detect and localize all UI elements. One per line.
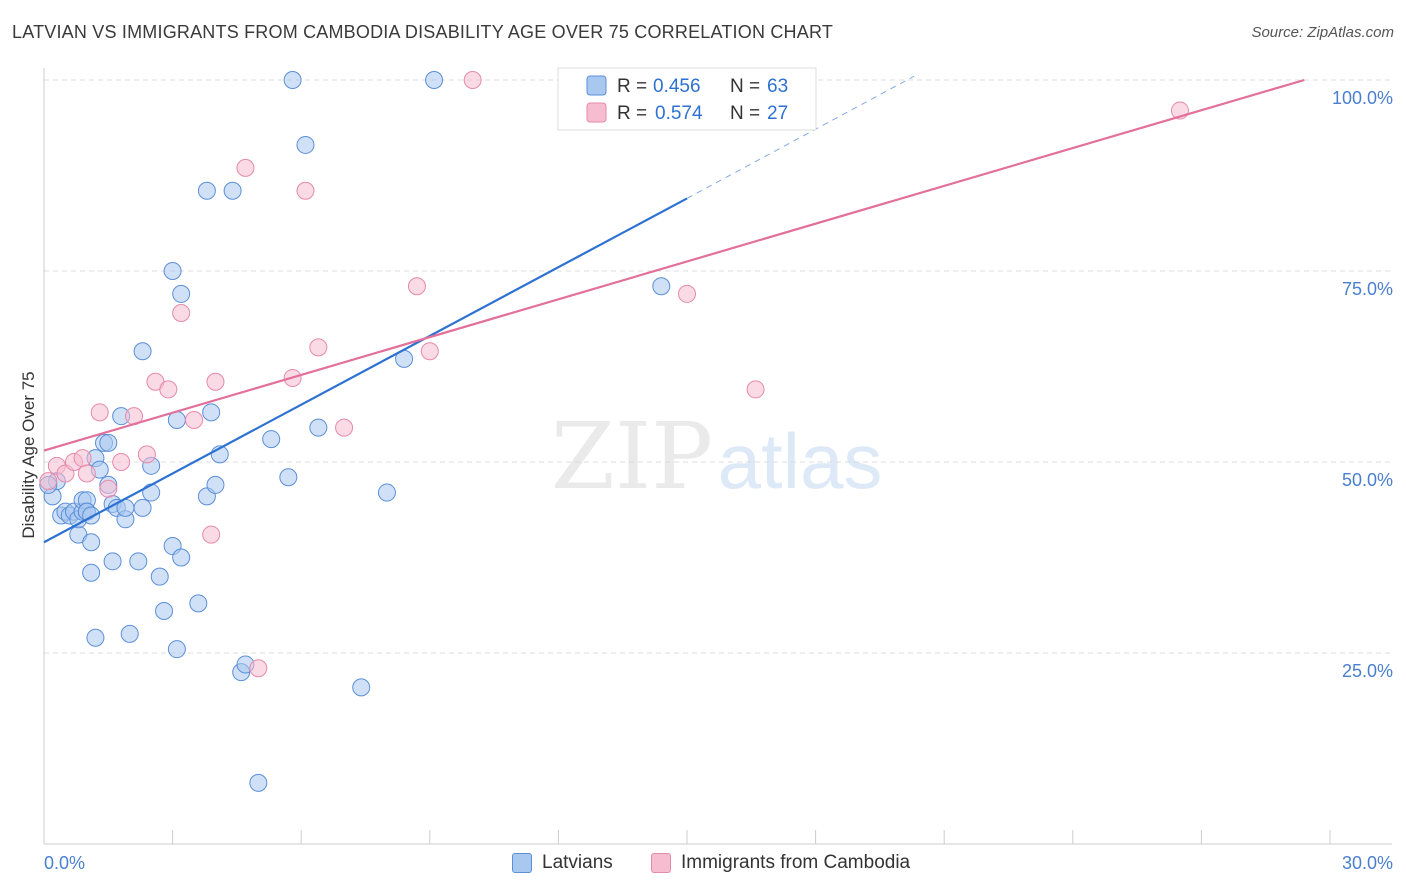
legend-swatch-blue xyxy=(586,75,607,96)
legend-n-value-2: 27 xyxy=(767,103,788,124)
x-tick-label: 30.0% xyxy=(1342,853,1393,873)
legend-label-cambodia: Immigrants from Cambodia xyxy=(681,852,911,873)
x-tick-label: 0.0% xyxy=(44,853,85,873)
legend-top: R = 0.456 N = 63 R = 0.574 N = 27 xyxy=(557,67,817,131)
axes xyxy=(43,68,1392,845)
data-point-cambodia xyxy=(77,464,96,483)
legend-swatch-cambodia xyxy=(651,853,671,873)
data-point-cambodia xyxy=(185,410,204,429)
data-point-latvians xyxy=(279,468,298,487)
data-point-cambodia xyxy=(137,445,156,464)
series-latvians xyxy=(39,71,671,792)
data-point-cambodia xyxy=(73,449,92,468)
data-point-cambodia xyxy=(463,71,482,89)
data-point-cambodia xyxy=(335,418,354,437)
data-point-latvians xyxy=(652,277,671,296)
data-point-latvians xyxy=(167,640,186,659)
source-label: Source: ZipAtlas.com xyxy=(1251,24,1394,41)
data-point-cambodia xyxy=(746,380,765,399)
data-point-cambodia xyxy=(309,338,328,357)
data-point-cambodia xyxy=(249,659,268,678)
data-point-latvians xyxy=(172,284,191,303)
data-point-latvians xyxy=(133,342,152,361)
legend-label-latvians: Latvians xyxy=(542,852,613,873)
x-tick-labels: 0.0% 30.0% xyxy=(44,853,1393,873)
data-point-latvians xyxy=(99,433,118,452)
data-point-cambodia xyxy=(202,525,221,544)
y-tick-label: 100.0% xyxy=(1332,88,1393,108)
data-point-latvians xyxy=(377,483,396,502)
series-cambodia xyxy=(39,71,1189,678)
data-point-latvians xyxy=(296,135,315,154)
trend-line-latvians-extension xyxy=(686,75,915,199)
legend-r-value-2: 0.574 xyxy=(655,103,703,124)
data-point-cambodia xyxy=(678,284,696,303)
data-point-latvians xyxy=(262,430,281,449)
data-point-latvians xyxy=(309,418,328,437)
chart-title: LATVIAN VS IMMIGRANTS FROM CAMBODIA DISA… xyxy=(12,22,834,42)
data-point-latvians xyxy=(82,533,101,552)
legend-swatch-pink xyxy=(586,102,607,123)
data-point-latvians xyxy=(103,552,122,571)
data-point-cambodia xyxy=(90,403,109,422)
data-point-latvians xyxy=(155,601,174,620)
data-point-latvians xyxy=(142,483,161,502)
legend-bottom: Latvians Immigrants from Cambodia xyxy=(0,852,1406,878)
data-point-latvians xyxy=(249,773,268,792)
data-point-cambodia xyxy=(112,453,131,471)
data-point-latvians xyxy=(129,552,148,571)
legend-item-latvians: Latvians xyxy=(512,852,613,874)
data-point-latvians xyxy=(425,71,444,89)
data-point-latvians xyxy=(82,563,101,582)
data-point-latvians xyxy=(283,71,302,89)
data-point-latvians xyxy=(120,624,139,643)
data-point-cambodia xyxy=(420,342,439,361)
data-point-cambodia xyxy=(172,304,191,323)
legend-n-label-2: N = xyxy=(730,103,760,124)
data-point-cambodia xyxy=(407,277,426,296)
y-tick-labels: 25.0% 50.0% 75.0% 100.0% xyxy=(1332,88,1393,681)
legend-item-cambodia: Immigrants from Cambodia xyxy=(651,852,910,874)
data-point-cambodia xyxy=(296,181,315,200)
legend-n-value-1: 63 xyxy=(767,76,788,97)
data-point-latvians xyxy=(223,181,242,200)
data-point-latvians xyxy=(172,548,191,567)
trend-line-cambodia xyxy=(43,78,1305,452)
data-point-latvians xyxy=(163,262,182,280)
data-point-cambodia xyxy=(236,158,255,177)
data-point-latvians xyxy=(202,403,221,422)
watermark: ZIP atlas xyxy=(551,403,882,510)
data-point-cambodia xyxy=(99,479,118,498)
legend-r-label-2: R = xyxy=(617,103,647,124)
data-point-latvians xyxy=(206,475,225,494)
data-point-latvians xyxy=(133,498,152,517)
data-point-latvians xyxy=(86,628,105,647)
y-tick-label: 75.0% xyxy=(1342,279,1393,299)
watermark-zip: ZIP xyxy=(551,403,713,510)
y-tick-label: 50.0% xyxy=(1342,470,1393,490)
trend-line-latvians xyxy=(43,197,688,544)
y-axis-label: Disability Age Over 75 xyxy=(19,371,38,538)
data-point-latvians xyxy=(189,594,208,613)
data-point-cambodia xyxy=(159,380,178,399)
data-point-latvians xyxy=(197,181,216,200)
legend-r-value-1: 0.456 xyxy=(653,76,701,97)
trend-lines xyxy=(43,75,1305,544)
data-point-cambodia xyxy=(206,372,225,391)
legend-n-label-1: N = xyxy=(730,76,760,97)
data-point-latvians xyxy=(352,678,371,697)
legend-r-label-1: R = xyxy=(617,76,647,97)
legend-swatch-latvians xyxy=(512,853,532,873)
y-tick-label: 25.0% xyxy=(1342,661,1393,681)
data-point-cambodia xyxy=(39,472,58,491)
data-point-latvians xyxy=(150,567,169,586)
watermark-atlas: atlas xyxy=(718,417,883,505)
